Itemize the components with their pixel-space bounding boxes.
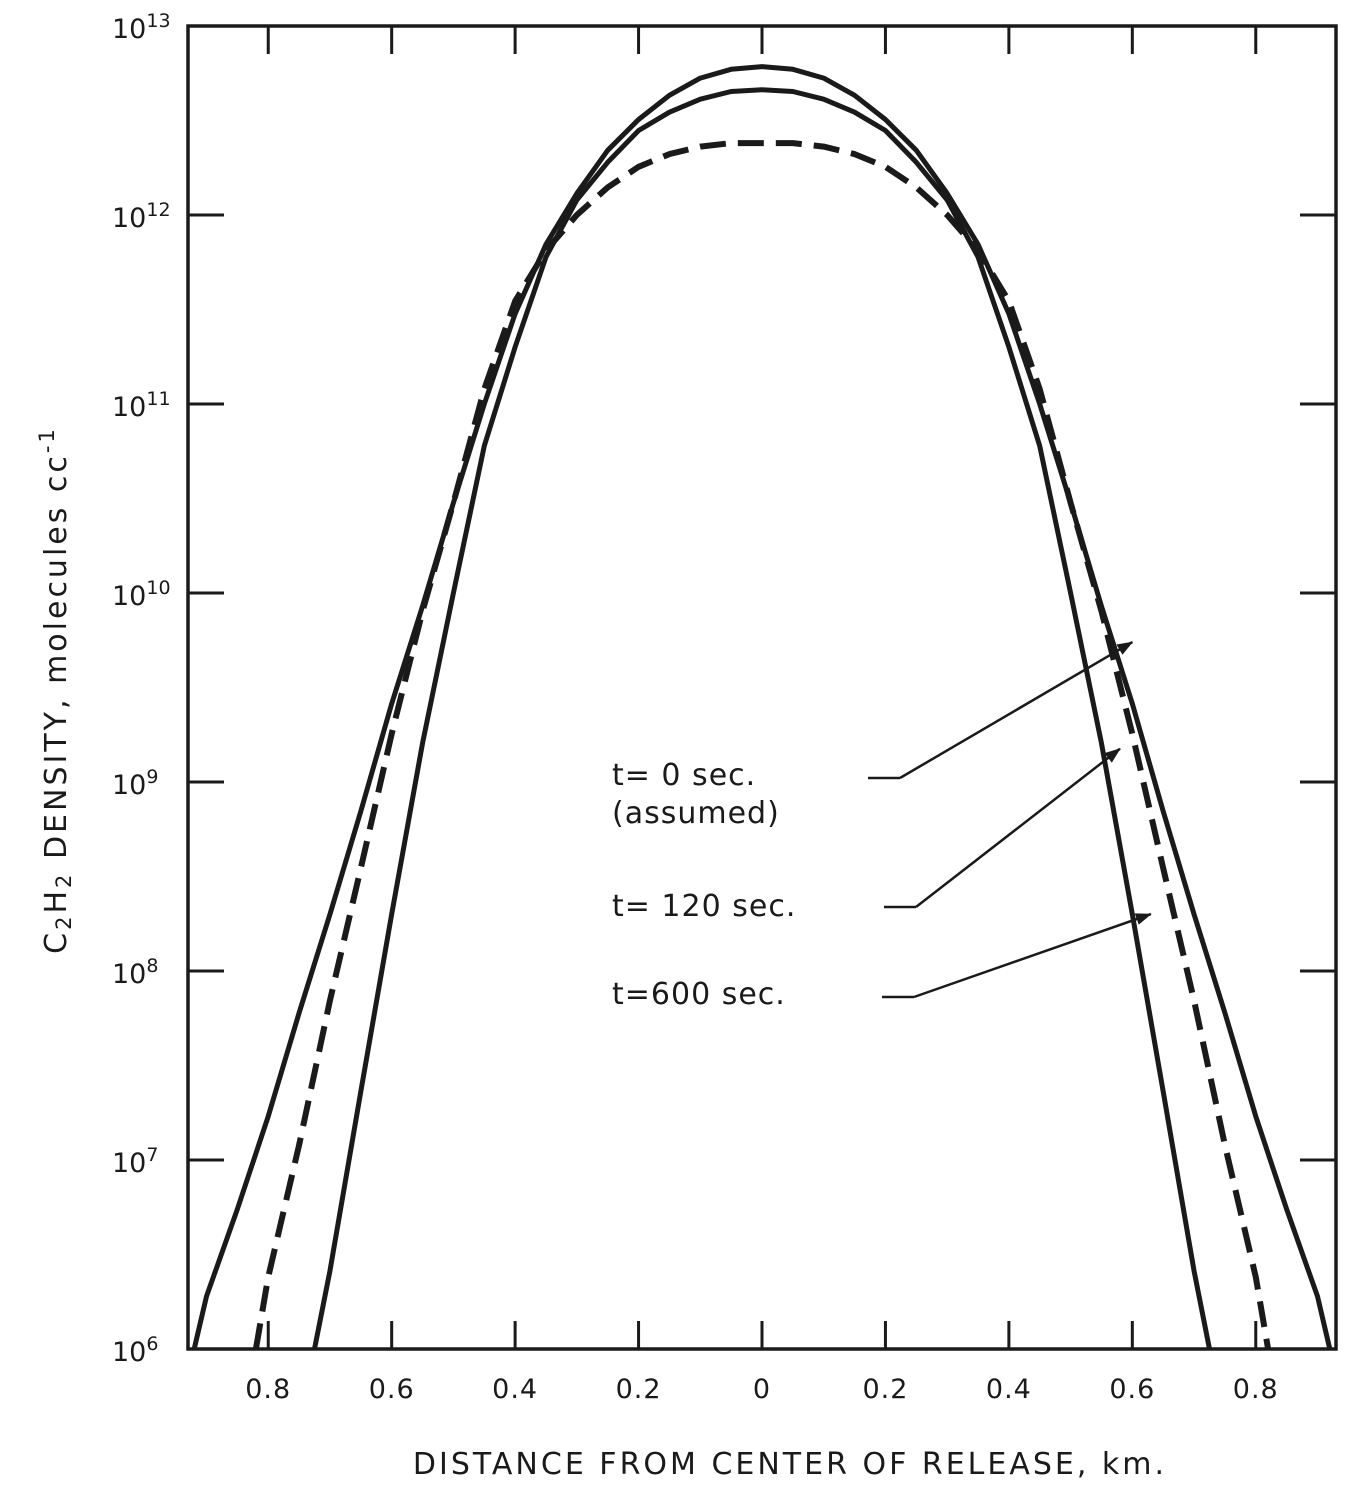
x-tick-label: 0.8 <box>1233 1374 1279 1405</box>
annotation-label: t=600 sec. <box>612 977 786 1012</box>
x-axis-title: DISTANCE FROM CENTER OF RELEASE, km. <box>413 1447 1167 1482</box>
x-axis-ticks: 0.8 0.6 0.4 0.2 0 0.2 0.4 0.6 0.8 <box>245 26 1278 1405</box>
x-tick-label: 0.2 <box>616 1374 662 1405</box>
y-tick-label-base: 10 <box>112 203 146 234</box>
y-tick-label-base: 10 <box>112 959 146 990</box>
annotation-label: t= 0 sec. <box>612 758 756 793</box>
plot-frame <box>186 24 1338 1351</box>
y-tick-label-exponent: 7 <box>146 1144 158 1166</box>
y-tick-label: 109 <box>112 766 158 801</box>
y-tick-label-exponent: 6 <box>146 1333 158 1355</box>
annotation-arrow <box>899 640 1134 780</box>
y-axis-title-superscript: -1 <box>35 426 59 453</box>
y-tick-label-base: 10 <box>112 14 146 45</box>
x-tick-label: 0.6 <box>1109 1374 1155 1405</box>
annotation-arrow <box>915 747 1121 908</box>
y-axis-title-sub-2a: 2 <box>52 914 76 930</box>
x-tick-label: 0.6 <box>369 1374 415 1405</box>
x-tick-label: 0 <box>753 1374 771 1405</box>
y-tick-label: 108 <box>112 955 158 990</box>
y-tick-label-exponent: 12 <box>146 199 170 221</box>
y-tick-label: 106 <box>112 1333 158 1368</box>
y-tick-label-base: 10 <box>112 1148 146 1179</box>
annotation-label: t= 120 sec. <box>612 889 796 924</box>
series-line-1 <box>191 64 1333 1350</box>
y-tick-label-base: 10 <box>112 1337 146 1368</box>
y-axis-title-sub-2b: 2 <box>52 872 76 888</box>
y-axis-title-c: C <box>39 930 74 954</box>
y-axis-title-text: DENSITY, molecules cc <box>39 453 74 871</box>
y-axis-title: C2H2 DENSITY, molecules cc-1 <box>35 426 76 954</box>
y-tick-label: 1011 <box>112 388 171 423</box>
series-line-2 <box>252 140 1272 1350</box>
y-tick-label: 107 <box>112 1144 158 1179</box>
series-group <box>191 64 1333 1350</box>
x-tick-label: 0.4 <box>986 1374 1032 1405</box>
y-tick-label: 1013 <box>112 10 171 45</box>
y-tick-label-base: 10 <box>112 392 146 423</box>
y-tick-label-base: 10 <box>112 581 146 612</box>
y-tick-label-exponent: 13 <box>146 10 170 32</box>
annotations: t= 0 sec.(assumed) t= 120 sec. t=600 sec. <box>612 640 1152 1012</box>
series-line-0 <box>312 87 1212 1350</box>
y-tick-label-base: 10 <box>112 770 146 801</box>
x-tick-label: 0.2 <box>862 1374 908 1405</box>
y-tick-label: 1012 <box>112 199 171 234</box>
x-tick-label: 0.4 <box>492 1374 538 1405</box>
y-axis-title-h: H <box>39 888 74 914</box>
annotation-arrow <box>913 912 1152 999</box>
y-tick-label: 1010 <box>112 577 171 612</box>
y-tick-label-exponent: 10 <box>146 577 170 599</box>
y-tick-label-exponent: 9 <box>146 766 158 788</box>
annotation-sublabel: (assumed) <box>612 796 780 831</box>
y-tick-label-exponent: 11 <box>146 388 170 410</box>
x-tick-label: 0.8 <box>245 1374 291 1405</box>
y-tick-label-exponent: 8 <box>146 955 158 977</box>
